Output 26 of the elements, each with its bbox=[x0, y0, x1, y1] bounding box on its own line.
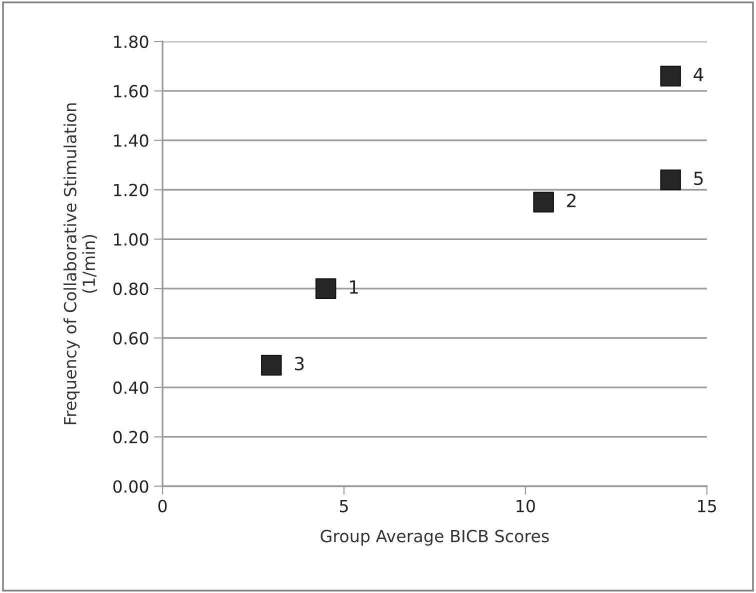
y-tick-label: 1.00 bbox=[114, 233, 148, 246]
point bbox=[660, 170, 681, 190]
y-tick-label: 0.40 bbox=[113, 381, 148, 394]
annotation: 1 bbox=[350, 280, 358, 294]
annotation: 2 bbox=[567, 194, 576, 208]
point bbox=[533, 192, 554, 212]
annotation: 5 bbox=[694, 172, 703, 186]
y-tick-label: 0.80 bbox=[113, 282, 148, 296]
x-axis-title: Group Average BICB Scores bbox=[320, 530, 549, 546]
y-tick-label: 1.40 bbox=[114, 134, 148, 147]
point bbox=[261, 354, 282, 376]
point bbox=[660, 66, 681, 86]
point bbox=[315, 278, 336, 299]
y-tick-label: 0.00 bbox=[113, 480, 148, 493]
x-tick-label: 0 bbox=[158, 500, 167, 512]
x-tick-label: 5 bbox=[340, 500, 348, 512]
annotation: 3 bbox=[295, 356, 304, 370]
y-tick-label: 1.20 bbox=[114, 184, 148, 196]
y-tick-label: 1.80 bbox=[114, 35, 148, 48]
annotation: 4 bbox=[694, 68, 704, 82]
y-tick-label: 0.60 bbox=[113, 332, 148, 345]
y-tick-label: 1.60 bbox=[114, 84, 148, 98]
y-tick-label: 0.20 bbox=[113, 430, 148, 444]
y-axis-title: Frequency of Collaborative Stimulation (1/min) bbox=[64, 103, 98, 424]
x-tick-label: 15 bbox=[698, 500, 716, 512]
x-tick-label: 10 bbox=[516, 500, 535, 512]
